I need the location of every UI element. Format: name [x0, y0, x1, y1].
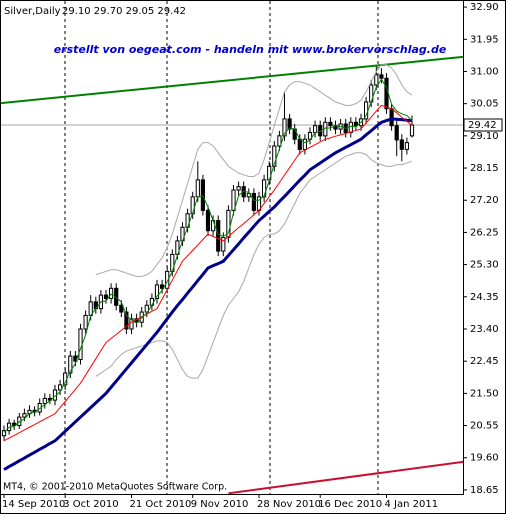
candle-body — [226, 209, 231, 238]
candle-body — [83, 314, 88, 330]
y-tick-label: 32.90 — [470, 2, 499, 13]
y-tick-label: 31.95 — [470, 34, 499, 45]
candle-body — [124, 311, 129, 330]
y-tick-label: 29.10 — [470, 131, 499, 142]
candle-body — [231, 189, 236, 211]
y-tick-label: 25.30 — [470, 260, 499, 271]
x-tick-label: 4 Jan 2011 — [385, 499, 439, 510]
indicator-line — [3, 104, 413, 442]
candle-body — [68, 355, 73, 374]
candle-body — [195, 179, 200, 198]
price-label-box — [463, 118, 503, 132]
candle-body — [302, 138, 307, 150]
candle-body — [160, 284, 165, 289]
candle-body — [221, 236, 226, 252]
candle-body — [389, 108, 394, 127]
candle-body — [409, 124, 415, 137]
candle-body — [374, 74, 379, 86]
candle-body — [353, 121, 358, 127]
candle-body — [216, 220, 221, 252]
indicator-line — [3, 78, 413, 433]
candle-body — [282, 118, 287, 137]
indicator-line — [95, 64, 413, 277]
y-tick-label: 20.55 — [470, 421, 499, 432]
y-tick-label: 19.60 — [470, 453, 499, 464]
watermark: erstellt von oegeat.com - handeln mit ww… — [54, 43, 447, 56]
candle-body — [236, 186, 241, 191]
candle-body — [277, 135, 282, 147]
x-tick-label: 21 Oct 2010 — [130, 499, 192, 510]
candle-body — [1, 430, 7, 437]
candle-body — [144, 304, 149, 313]
candle-body — [12, 422, 17, 427]
candle-body — [78, 328, 83, 360]
x-tick-label: 14 Sep 2010 — [2, 499, 65, 510]
candle-body — [328, 121, 333, 127]
candle-body — [348, 121, 353, 133]
candle-body — [211, 220, 216, 232]
candle-body — [103, 294, 109, 299]
y-tick-label: 30.05 — [470, 99, 499, 110]
candle-body — [384, 77, 389, 110]
y-tick-label: 31.00 — [470, 66, 499, 77]
candle-body — [42, 397, 47, 405]
candle-body — [379, 74, 384, 79]
ohlc-readout: 29.10 29.70 29.05 29.42 — [62, 6, 186, 17]
plot-area — [1, 55, 463, 494]
x-tick-label: 9 Nov 2010 — [191, 499, 249, 510]
y-tick-label: 26.25 — [470, 227, 499, 238]
candle-body — [272, 145, 277, 167]
candle-body — [313, 125, 318, 133]
x-tick-label: 28 Nov 2010 — [257, 499, 321, 510]
candle-body — [109, 287, 114, 299]
candle-body — [22, 413, 27, 418]
y-tick-label: 28.15 — [470, 163, 499, 174]
candle-body — [307, 131, 313, 140]
candle-body — [165, 270, 170, 289]
candle-body — [394, 125, 399, 141]
candle-body — [287, 118, 292, 130]
candle-body — [119, 304, 124, 313]
candle-body — [200, 179, 206, 211]
price-label: 29.42 — [468, 120, 497, 131]
candle-body — [58, 384, 63, 391]
candle-body — [251, 192, 257, 211]
y-tick-label: 27.20 — [470, 195, 499, 206]
copyright: MT4, © 2001-2010 MetaQuotes Software Cor… — [3, 482, 227, 493]
y-tick-label: 23.40 — [470, 324, 499, 335]
candle-body — [297, 138, 302, 150]
chart-title: Silver,Daily — [4, 6, 61, 17]
trend-line — [228, 460, 463, 494]
y-tick-label: 22.45 — [470, 356, 499, 367]
candle-body — [404, 142, 409, 150]
candle-body — [262, 179, 267, 198]
y-tick-label: 24.35 — [470, 292, 499, 303]
y-tick-label: 21.50 — [470, 388, 499, 399]
candle-body — [205, 209, 211, 232]
candle-body — [399, 139, 404, 150]
indicator-line — [3, 117, 413, 471]
x-tick-label: 3 Oct 2010 — [63, 499, 118, 510]
y-tick-label: 18.65 — [470, 485, 499, 496]
x-tick-label: 16 Dec 2010 — [318, 499, 382, 510]
candle-body — [154, 284, 160, 299]
